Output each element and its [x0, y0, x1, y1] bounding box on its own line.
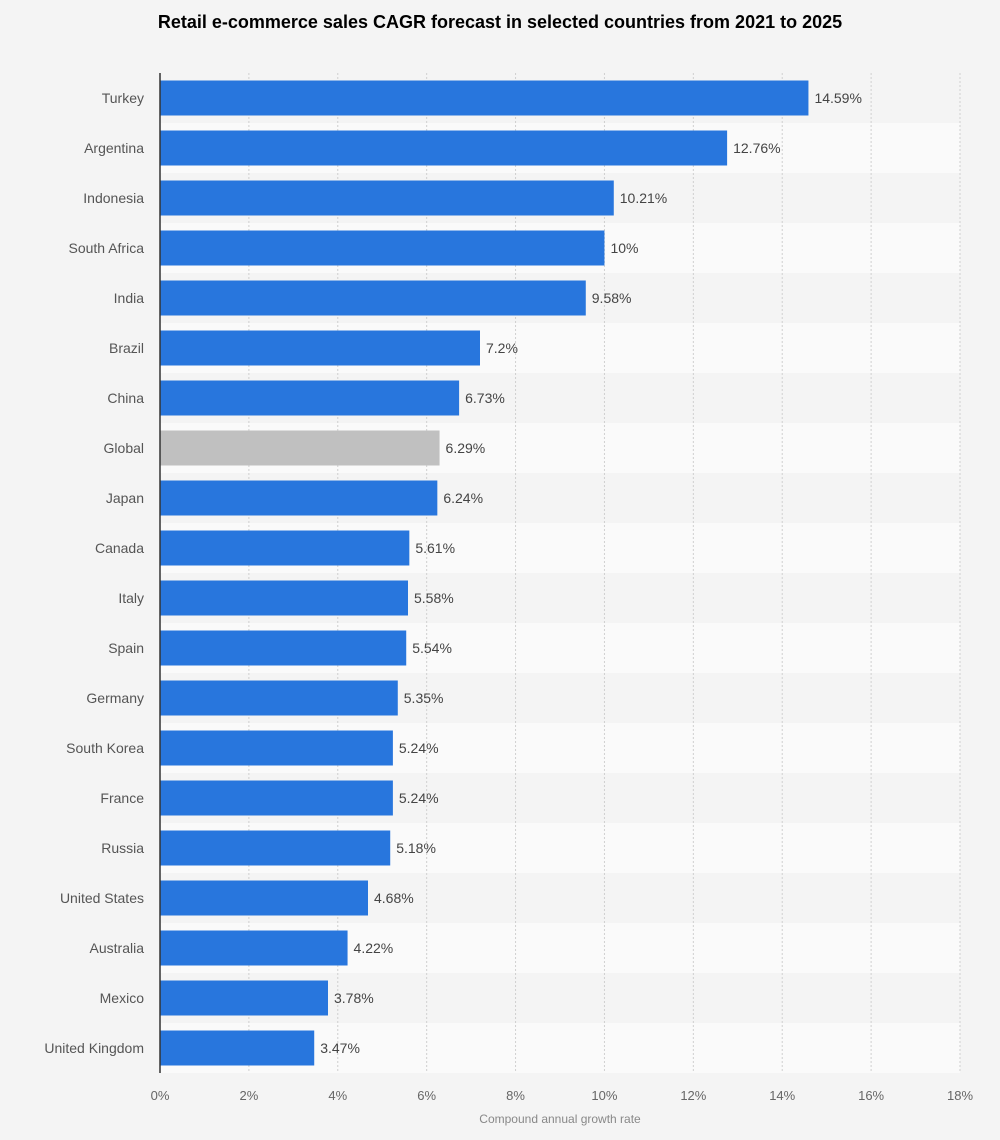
- bar-south-korea: [160, 730, 393, 766]
- category-label: Brazil: [109, 340, 144, 356]
- x-tick-label: 10%: [591, 1088, 617, 1103]
- category-label: Indonesia: [83, 190, 144, 206]
- bar-japan: [160, 480, 438, 516]
- data-label: 5.58%: [414, 590, 454, 606]
- category-label: United Kingdom: [44, 1040, 144, 1056]
- category-label: Russia: [101, 840, 144, 856]
- category-label: South Korea: [66, 740, 144, 756]
- bar-australia: [160, 930, 348, 966]
- x-axis-title: Compound annual growth rate: [479, 1112, 641, 1126]
- x-tick-label: 6%: [417, 1088, 436, 1103]
- bar-united-kingdom: [160, 1030, 315, 1066]
- x-tick-label: 14%: [769, 1088, 795, 1103]
- category-label: Italy: [118, 590, 144, 606]
- data-label: 14.59%: [814, 90, 861, 106]
- category-label: Japan: [106, 490, 144, 506]
- x-tick-label: 12%: [680, 1088, 706, 1103]
- data-label: 6.29%: [446, 440, 486, 456]
- category-label: Turkey: [102, 90, 144, 106]
- category-label: Mexico: [100, 990, 145, 1006]
- data-label: 5.18%: [396, 840, 436, 856]
- bar-united-states: [160, 880, 368, 916]
- data-label: 4.68%: [374, 890, 414, 906]
- data-label: 10.21%: [620, 190, 667, 206]
- bar-mexico: [160, 980, 328, 1016]
- bar-indonesia: [160, 180, 614, 216]
- bar-turkey: [160, 80, 809, 116]
- category-label: France: [100, 790, 144, 806]
- bar-argentina: [160, 130, 728, 166]
- x-tick-label: 2%: [239, 1088, 258, 1103]
- bar-france: [160, 780, 393, 816]
- data-label: 5.54%: [412, 640, 452, 656]
- bar-south-africa: [160, 230, 605, 266]
- category-label: Global: [104, 440, 144, 456]
- category-label: Spain: [108, 640, 144, 656]
- bar-brazil: [160, 330, 480, 366]
- bar-spain: [160, 630, 407, 666]
- chart-title: Retail e-commerce sales CAGR forecast in…: [157, 12, 843, 32]
- bar-germany: [160, 680, 398, 716]
- data-label: 10%: [610, 240, 638, 256]
- data-label: 7.2%: [486, 340, 518, 356]
- x-tick-label: 4%: [328, 1088, 347, 1103]
- data-label: 3.78%: [334, 990, 374, 1006]
- category-label: China: [107, 390, 144, 406]
- data-label: 5.35%: [404, 690, 444, 706]
- category-label: United States: [60, 890, 144, 906]
- x-tick-label: 0%: [151, 1088, 170, 1103]
- bar-china: [160, 380, 460, 416]
- data-label: 9.58%: [592, 290, 632, 306]
- data-label: 12.76%: [733, 140, 780, 156]
- data-label: 3.47%: [320, 1040, 360, 1056]
- data-label: 5.24%: [399, 790, 439, 806]
- data-label: 5.61%: [415, 540, 455, 556]
- category-label: India: [114, 290, 145, 306]
- category-label: Germany: [86, 690, 144, 706]
- data-label: 4.22%: [354, 940, 394, 956]
- category-label: South Africa: [69, 240, 145, 256]
- bar-canada: [160, 530, 410, 566]
- bar-russia: [160, 830, 391, 866]
- x-tick-label: 18%: [947, 1088, 973, 1103]
- bar-global: [160, 430, 440, 466]
- category-label: Australia: [90, 940, 145, 956]
- data-label: 5.24%: [399, 740, 439, 756]
- data-label: 6.73%: [465, 390, 505, 406]
- data-label: 6.24%: [443, 490, 483, 506]
- bar-italy: [160, 580, 408, 616]
- x-tick-label: 8%: [506, 1088, 525, 1103]
- category-label: Canada: [95, 540, 144, 556]
- category-label: Argentina: [84, 140, 144, 156]
- x-tick-label: 16%: [858, 1088, 884, 1103]
- bar-india: [160, 280, 586, 316]
